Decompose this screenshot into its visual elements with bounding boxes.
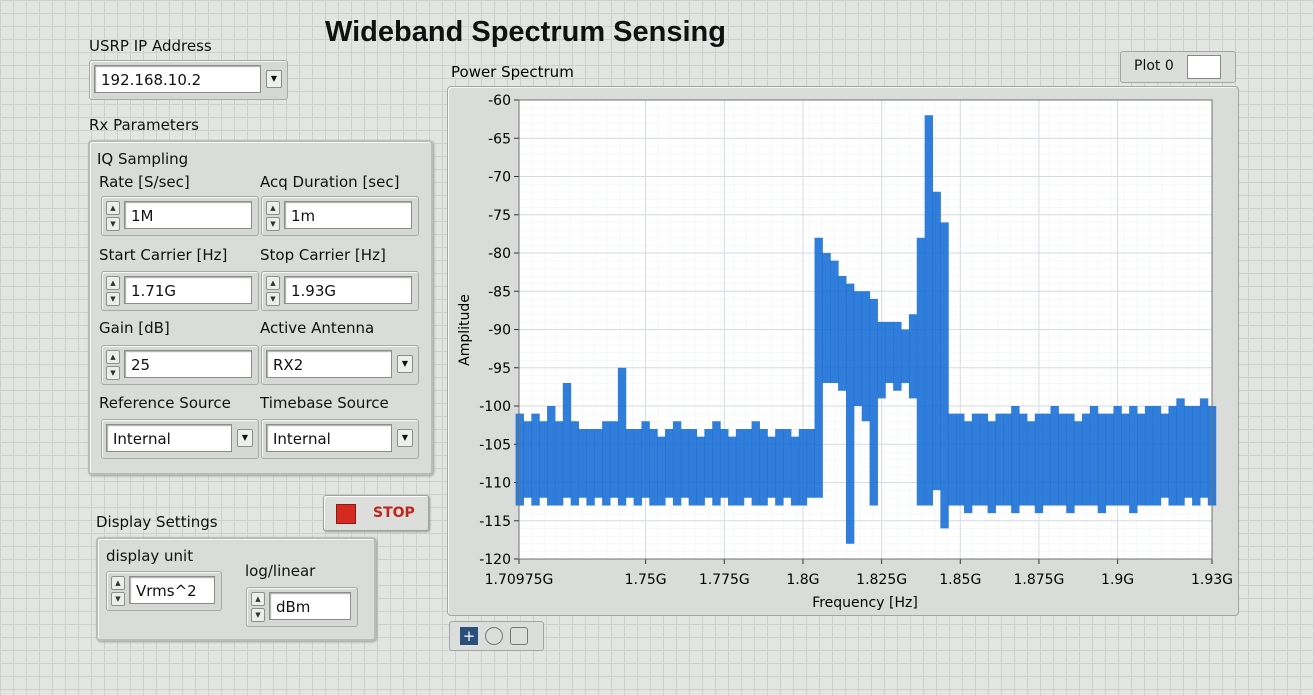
field-label: Reference Source — [99, 394, 231, 412]
value-box[interactable]: Vrms^2 — [129, 576, 215, 604]
increment[interactable]: ▲ — [266, 201, 280, 215]
increment[interactable]: ▲ — [266, 276, 280, 290]
field-label: Active Antenna — [260, 319, 375, 337]
control: Internal ▼ — [101, 419, 259, 459]
decrement[interactable]: ▼ — [111, 592, 125, 606]
spinner[interactable]: ▲ ▼ — [106, 201, 120, 231]
dropdown-button[interactable]: ▼ — [397, 355, 413, 373]
value-box[interactable]: 1.71G — [124, 276, 252, 304]
field-label: display unit — [106, 547, 194, 565]
increment[interactable]: ▲ — [111, 576, 125, 590]
control: ▲ ▼ 1.71G — [101, 271, 259, 311]
spinner[interactable]: ▲ ▼ — [251, 592, 265, 622]
control: ▲ ▼ 1M — [101, 196, 259, 236]
decrement[interactable]: ▼ — [106, 366, 120, 380]
stop-button[interactable]: STOP — [323, 495, 429, 531]
decrement[interactable]: ▼ — [266, 292, 280, 306]
increment[interactable]: ▲ — [106, 350, 120, 364]
rx-label: Rx Parameters — [89, 116, 199, 134]
control: ▲ ▼ 1m — [261, 196, 419, 236]
value-box[interactable]: RX2 — [266, 350, 392, 378]
field-label: Stop Carrier [Hz] — [260, 246, 386, 264]
value-box[interactable]: Internal — [266, 424, 392, 452]
pan-tool[interactable] — [510, 627, 528, 645]
control: Internal ▼ — [261, 419, 419, 459]
legend-swatch — [1187, 55, 1221, 79]
field-label: Acq Duration [sec] — [260, 173, 400, 191]
decrement[interactable]: ▼ — [251, 608, 265, 622]
legend-entry: Plot 0 — [1134, 58, 1174, 74]
value-box[interactable]: 1m — [284, 201, 412, 229]
control: ▲ ▼ 1.93G — [261, 271, 419, 311]
spinner[interactable]: ▲ ▼ — [266, 276, 280, 306]
control: ▲ ▼ Vrms^2 — [106, 571, 222, 611]
field-label: Gain [dB] — [99, 319, 170, 337]
value-box[interactable]: Internal — [106, 424, 232, 452]
decrement[interactable]: ▼ — [106, 217, 120, 231]
graph-title: Power Spectrum — [451, 63, 574, 81]
value-box[interactable]: 192.168.10.2 — [94, 65, 261, 93]
graph-frame — [447, 86, 1239, 616]
usrp-label: USRP IP Address — [89, 37, 212, 55]
field-label: Rate [S/sec] — [99, 173, 190, 191]
field-label: log/linear — [245, 562, 316, 580]
dropdown-button[interactable]: ▼ — [397, 429, 413, 447]
cursor-tool[interactable]: + — [460, 627, 478, 645]
dropdown-button[interactable]: ▼ — [237, 429, 253, 447]
stop-icon — [336, 504, 356, 524]
control: ▲ ▼ 25 — [101, 345, 259, 385]
zoom-tool[interactable] — [485, 627, 503, 645]
increment[interactable]: ▲ — [106, 201, 120, 215]
graph-palette: + — [449, 621, 544, 651]
field-label: Start Carrier [Hz] — [99, 246, 228, 264]
plot-legend[interactable]: Plot 0 — [1120, 51, 1236, 83]
spinner[interactable]: ▲ ▼ — [266, 201, 280, 231]
page-title: Wideband Spectrum Sensing — [325, 16, 726, 48]
dropdown-button[interactable]: ▼ — [266, 70, 282, 88]
value-box[interactable]: 1M — [124, 201, 252, 229]
control: RX2 ▼ — [261, 345, 419, 385]
increment[interactable]: ▲ — [251, 592, 265, 606]
control: ▲ ▼ dBm — [246, 587, 358, 627]
spinner[interactable]: ▲ ▼ — [106, 276, 120, 306]
value-box[interactable]: dBm — [269, 592, 351, 620]
value-box[interactable]: 25 — [124, 350, 252, 378]
decrement[interactable]: ▼ — [106, 292, 120, 306]
increment[interactable]: ▲ — [106, 276, 120, 290]
spinner[interactable]: ▲ ▼ — [106, 350, 120, 380]
field-label: Timebase Source — [260, 394, 389, 412]
stop-text: STOP — [373, 505, 415, 521]
display-label: Display Settings — [96, 513, 218, 531]
spinner[interactable]: ▲ ▼ — [111, 576, 125, 606]
decrement[interactable]: ▼ — [266, 217, 280, 231]
value-box[interactable]: 1.93G — [284, 276, 412, 304]
control: 192.168.10.2 ▼ — [89, 60, 288, 100]
iq-group-label: IQ Sampling — [97, 150, 189, 168]
